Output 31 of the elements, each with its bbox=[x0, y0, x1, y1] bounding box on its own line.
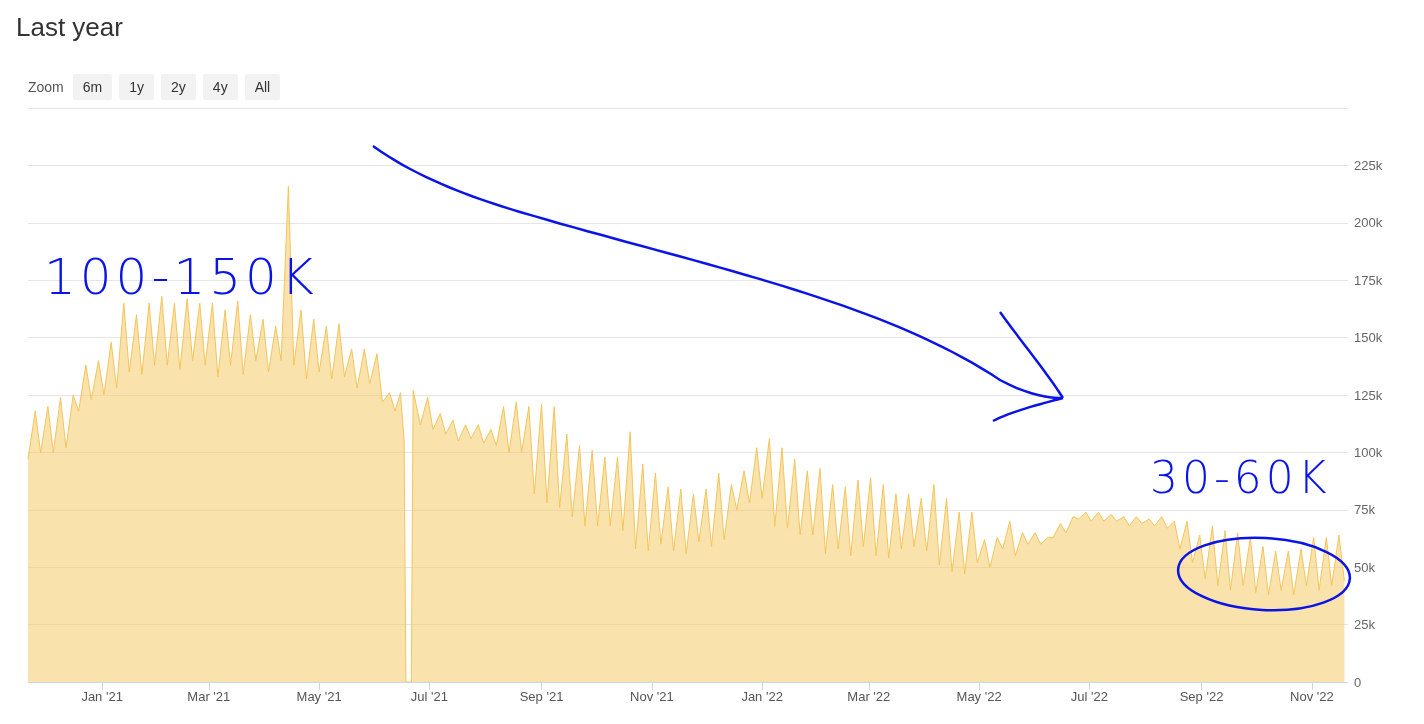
y-tick-label: 25k bbox=[1354, 617, 1376, 633]
text: 2y bbox=[161, 74, 196, 100]
x-tick-label: May '22 bbox=[956, 689, 1002, 704]
x-tick-label: Sep '22 bbox=[1179, 689, 1224, 704]
x-tick-label: Nov '22 bbox=[1290, 689, 1334, 704]
x-tick-label: May '21 bbox=[296, 689, 342, 704]
x-tick-label: Jan '21 bbox=[81, 689, 123, 704]
x-tick-label: Jan '22 bbox=[741, 689, 783, 704]
text: Zoom bbox=[28, 79, 64, 95]
annotation: 100-150K bbox=[44, 248, 318, 306]
x-tick-label: Jul '22 bbox=[1070, 689, 1109, 704]
y-tick-label: 0 bbox=[1354, 674, 1362, 690]
y-tick-label: 100k bbox=[1354, 444, 1383, 460]
y-tick-label: 200k bbox=[1354, 215, 1383, 231]
chart-title: Last year bbox=[16, 12, 123, 43]
annotation: 30-60K bbox=[1150, 452, 1331, 503]
text: 6m bbox=[72, 74, 113, 100]
x-tick-label: Nov '21 bbox=[630, 689, 674, 704]
y-tick-label: 75k bbox=[1354, 502, 1376, 518]
text: All bbox=[244, 74, 281, 100]
y-tick-label: 225k bbox=[1354, 157, 1383, 173]
y-tick-label: 125k bbox=[1354, 387, 1383, 403]
y-tick-label: 150k bbox=[1354, 330, 1383, 346]
text: 4y bbox=[202, 74, 238, 100]
y-tick-label: 175k bbox=[1354, 272, 1383, 288]
x-tick-label: Sep '21 bbox=[519, 689, 564, 704]
x-tick-label: Mar '21 bbox=[187, 689, 231, 704]
x-tick-label: Jul '21 bbox=[410, 689, 449, 704]
y-tick-label: 50k bbox=[1354, 559, 1376, 575]
x-tick-label: Mar '22 bbox=[847, 689, 891, 704]
text: 1y bbox=[119, 74, 155, 100]
